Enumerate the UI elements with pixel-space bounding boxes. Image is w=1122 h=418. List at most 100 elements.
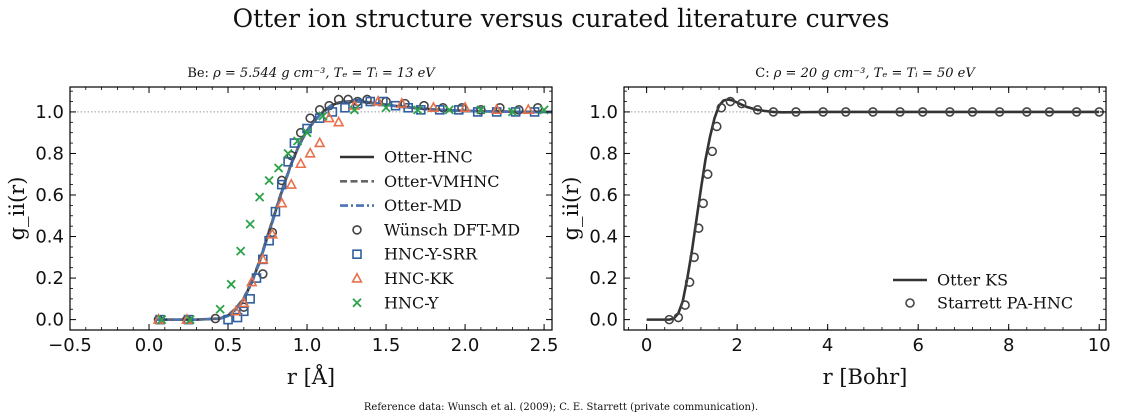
- legend-label: Starrett PA-HNC: [937, 294, 1073, 313]
- x-tick-label: 8: [1003, 335, 1014, 356]
- data-point: [1044, 107, 1055, 117]
- data-point: [245, 294, 255, 304]
- panel-title-prefix: C:: [755, 66, 773, 81]
- data-point: [994, 107, 1005, 117]
- data-point: [716, 102, 727, 113]
- data-point: [302, 128, 312, 138]
- x-tick-label: 0: [641, 335, 652, 356]
- legend-swatch: [352, 225, 362, 235]
- y-tick-label: 0.2: [589, 268, 618, 289]
- data-point: [226, 279, 236, 289]
- data-point: [223, 314, 233, 325]
- x-tick-label: 0.0: [135, 335, 164, 356]
- y-tick-label: 1.0: [35, 102, 64, 123]
- data-point: [372, 95, 384, 106]
- data-point: [791, 107, 801, 117]
- data-point: [702, 169, 713, 180]
- axes-frame: [69, 86, 553, 331]
- series-w-nsch-dft-md: [153, 94, 543, 325]
- series-line: [156, 100, 552, 321]
- panel-title-conditions: ρ = 20 g cm⁻³, Tₑ = Tᵢ = 50 eV: [773, 66, 977, 81]
- y-axis-label: g_ii(r): [5, 177, 29, 241]
- data-point: [390, 100, 401, 111]
- series-hnc-y-srr: [155, 96, 540, 325]
- legend-label: HNC-Y-SRR: [384, 245, 478, 264]
- data-point: [664, 314, 675, 325]
- data-point: [707, 146, 718, 157]
- data-point: [381, 103, 391, 113]
- data-point: [895, 107, 905, 117]
- panel-title: C: ρ = 20 g cm⁻³, Tₑ = Tᵢ = 50 eV: [755, 66, 976, 81]
- data-point: [434, 105, 445, 115]
- y-tick-label: 0.0: [589, 310, 618, 331]
- data-point: [522, 103, 535, 115]
- data-point: [459, 101, 471, 112]
- data-point: [276, 179, 287, 190]
- data-point: [413, 105, 423, 115]
- x-tick-label: 1.5: [372, 335, 401, 356]
- data-point: [257, 252, 269, 264]
- y-tick-label: 0.8: [589, 143, 618, 164]
- legend-label: HNC-KK: [384, 269, 455, 288]
- x-axis-label: r [Bohr]: [823, 365, 908, 389]
- data-point: [294, 157, 307, 169]
- data-point: [292, 136, 303, 146]
- data-point: [215, 304, 225, 314]
- panel-c: 0 2 4 6 8 10 0.0 0.2 0.4 0.6 0.8 1.0 C: ρ = 20 g cm⁻…: [559, 66, 1111, 389]
- x-tick-label: 2.0: [451, 335, 480, 356]
- data-point: [349, 105, 360, 115]
- data-point: [967, 107, 978, 117]
- data-point: [276, 196, 288, 208]
- legend-label: Otter-MD: [384, 196, 462, 215]
- data-point: [689, 252, 699, 263]
- series-line: [156, 99, 552, 321]
- x-tick-label: 2.5: [530, 335, 559, 356]
- data-point: [239, 306, 249, 317]
- x-tick-label: −0.5: [48, 335, 92, 356]
- data-point: [238, 296, 250, 308]
- x-tick-label: 2: [731, 335, 742, 356]
- data-point: [396, 97, 408, 108]
- data-point: [255, 192, 265, 202]
- data-point: [273, 163, 284, 173]
- y-tick-label: 0.4: [589, 227, 618, 248]
- data-point: [711, 121, 722, 132]
- y-axis-label: g_ii(r): [559, 177, 583, 241]
- y-tick-label: 0.6: [35, 185, 64, 206]
- figure-footnote: Reference data: Wunsch et al. (2009); C.…: [363, 402, 759, 413]
- data-point: [324, 100, 334, 111]
- data-point: [270, 206, 281, 217]
- data-point: [318, 111, 328, 121]
- data-point: [736, 98, 747, 109]
- data-point: [868, 107, 878, 117]
- y-tick-label: 0.2: [35, 268, 64, 289]
- legend-swatch: [352, 298, 362, 308]
- legend: Otter KS Starrett PA-HNC: [893, 271, 1073, 313]
- data-point: [490, 103, 503, 115]
- series-starrett-pa-hnc: [664, 96, 1105, 325]
- data-point: [232, 312, 243, 323]
- series-otter-vmhnc: [156, 100, 552, 321]
- series-hnc-y: [157, 103, 549, 325]
- data-point: [245, 219, 255, 229]
- data-point: [840, 107, 851, 117]
- x-tick-label: 10: [1088, 335, 1111, 356]
- series-otter-md: [156, 99, 552, 321]
- x-tick-label: 6: [912, 335, 923, 356]
- data-point: [246, 275, 258, 287]
- data-point: [332, 115, 345, 127]
- panel-title-conditions: ρ = 5.544 g cm⁻³, Tₑ = Tᵢ = 13 eV: [212, 66, 436, 81]
- data-point: [340, 102, 350, 113]
- legend: Otter-HNC Otter-VMHNC Otter-MD Wünsch DFT-M…: [340, 148, 520, 312]
- x-tick-label: 1.0: [293, 335, 322, 356]
- series-otter-ks: [646, 98, 1100, 321]
- data-point: [444, 105, 454, 115]
- y-tick-label: 1.0: [589, 102, 618, 123]
- data-point: [327, 107, 338, 117]
- data-point: [266, 227, 279, 239]
- data-point: [333, 94, 344, 105]
- legend-label: Otter-VMHNC: [384, 172, 499, 191]
- panel-be: −0.5 0.0 0.5 1.0 1.5 2.0 2.5 0.0 0.2 0.4 0.6 0.8 1.0…: [5, 66, 558, 389]
- data-point: [818, 107, 828, 117]
